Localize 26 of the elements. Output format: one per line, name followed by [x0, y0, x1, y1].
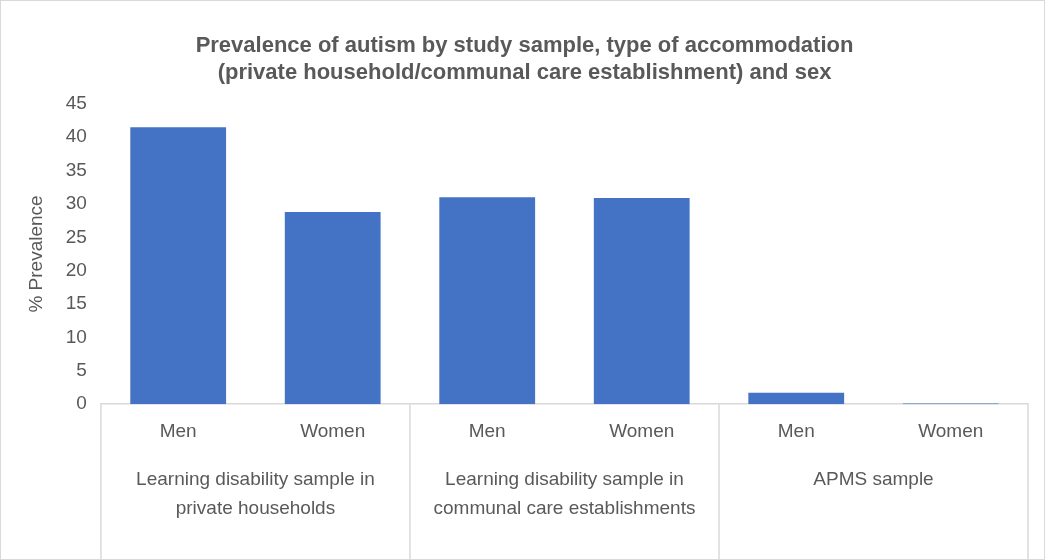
- text: Learning disability sample in private households: [136, 467, 375, 518]
- y-tick-label: 10: [65, 325, 87, 347]
- y-tick-label: 15: [65, 292, 87, 314]
- text: Learning disability sample in communal care establishments: [433, 467, 696, 518]
- bar: [748, 392, 845, 405]
- x-tick-label: Men: [777, 419, 815, 441]
- y-tick-label: 0: [76, 392, 87, 414]
- bar: [439, 197, 536, 405]
- y-tick-label: 20: [65, 258, 87, 280]
- bar: [593, 197, 690, 405]
- y-tick-label: 40: [65, 125, 87, 147]
- text: APMS sample: [813, 467, 934, 489]
- y-tick-label: 35: [65, 158, 87, 180]
- bar: [130, 127, 227, 405]
- y-tick-label: 25: [65, 225, 87, 247]
- y-tick-label: 30: [65, 192, 87, 214]
- x-tick-label: Men: [468, 419, 506, 441]
- y-tick-label: 5: [76, 359, 87, 381]
- x-tick-label: Women: [609, 419, 675, 441]
- x-tick-label: Women: [918, 419, 984, 441]
- bar: [284, 211, 381, 405]
- x-tick-label: Men: [159, 419, 197, 441]
- x-tick-label: Women: [300, 419, 366, 441]
- y-axis-title: % Prevalence: [24, 195, 46, 313]
- y-tick-label: 45: [65, 92, 87, 114]
- chart-title: Prevalence of autism by study sample, type of accommodation (private household/communal care establishment) and sex: [195, 32, 854, 84]
